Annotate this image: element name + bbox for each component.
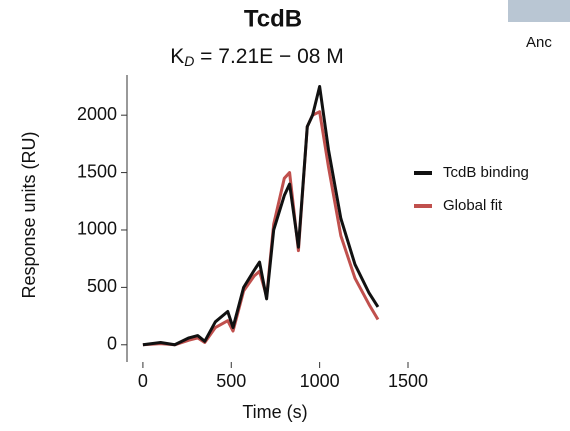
legend-label: TcdB binding	[443, 164, 529, 181]
y-tick-label: 1000	[77, 219, 117, 239]
y-tick-label: 1500	[77, 161, 117, 181]
y-tick-label: 500	[87, 276, 117, 296]
y-tick-label: 2000	[77, 104, 117, 124]
x-tick-label: 500	[216, 371, 246, 391]
y-tick-label: 0	[107, 334, 117, 354]
chart-title: TcdB	[244, 5, 302, 32]
x-tick-label: 0	[138, 371, 148, 391]
x-tick-label: 1000	[300, 371, 340, 391]
subtitle-sub: D	[184, 53, 194, 69]
legend-label: Global fit	[443, 197, 503, 214]
chart-subtitle: KD = 7.21E − 08 M	[170, 45, 344, 69]
series-line	[142, 84, 380, 347]
y-axis-label: Response units (RU)	[19, 131, 39, 298]
subtitle-part: = 7.21E − 08 M	[194, 45, 343, 68]
x-axis-label: Time (s)	[242, 402, 307, 422]
subtitle-part: K	[170, 45, 184, 68]
x-tick-label: 1500	[388, 371, 428, 391]
cropped-image	[508, 0, 570, 22]
fragment-text: Anc	[526, 34, 552, 51]
